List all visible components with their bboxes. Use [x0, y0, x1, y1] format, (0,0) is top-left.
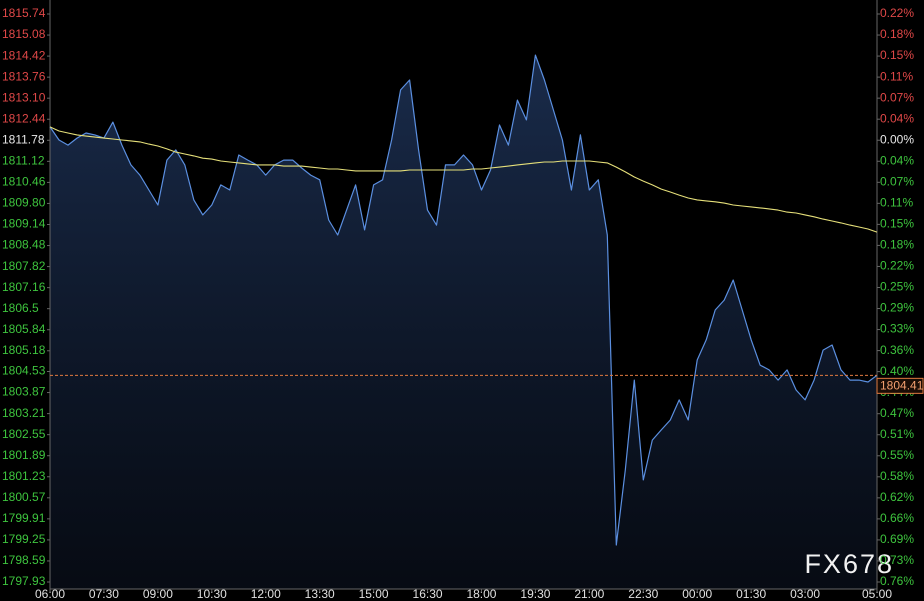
- price-area: [50, 55, 877, 590]
- x-tick-label: 19:30: [520, 587, 550, 601]
- y2-tick-label: 0.51%: [880, 427, 914, 441]
- y2-tick-label: 0.15%: [880, 48, 914, 62]
- y2-tick-label: 0.47%: [880, 406, 914, 420]
- y-tick-label: 1808.48: [2, 238, 46, 252]
- y-tick-label: 1804.53: [2, 364, 46, 378]
- y2-tick-label: 0.62%: [880, 490, 914, 504]
- last-price-box: [876, 377, 924, 394]
- y2-tick-label: 0.58%: [880, 469, 914, 483]
- x-tick-label: 22:30: [628, 587, 658, 601]
- y2-tick-label: 0.11%: [880, 69, 913, 83]
- y2-tick-label: 0.18%: [880, 27, 914, 41]
- y-tick-label: 1810.46: [2, 175, 46, 189]
- y2-tick-label: 0.00%: [880, 132, 914, 146]
- x-tick-label: 01:30: [736, 587, 766, 601]
- y-tick-label: 1809.14: [2, 217, 46, 231]
- y2-tick-label: 0.07%: [880, 174, 914, 188]
- y2-tick-label: 0.18%: [880, 238, 914, 252]
- y-tick-label: 1809.80: [2, 196, 46, 210]
- y-tick-label: 1802.55: [2, 427, 46, 441]
- y2-tick-label: 0.07%: [880, 90, 914, 104]
- y-tick-label: 1815.08: [2, 27, 46, 41]
- y2-tick-label: 0.36%: [880, 343, 914, 357]
- y-tick-label: 1798.59: [2, 553, 46, 567]
- y2-tick-label: 0.04%: [880, 153, 914, 167]
- y2-tick-label: 0.73%: [880, 553, 914, 567]
- last-price-label: 1804.41: [880, 379, 924, 393]
- y-tick-label: 1800.57: [2, 490, 46, 504]
- y2-tick-label: 0.33%: [880, 322, 914, 336]
- y-tick-label: 1801.89: [2, 448, 46, 462]
- y-tick-label: 1799.25: [2, 532, 46, 546]
- y-tick-label: 1811.78: [2, 132, 45, 146]
- price-line: [49, 54, 878, 546]
- y2-tick-label: 0.29%: [880, 301, 914, 315]
- y2-tick-label: 0.22%: [880, 6, 914, 20]
- x-tick-label: 06:00: [35, 587, 65, 601]
- x-tick-label: 12:00: [251, 587, 281, 601]
- x-tick-label: 21:00: [574, 587, 604, 601]
- y-tick-label: 1803.21: [2, 406, 46, 420]
- x-tick-label: 13:30: [305, 587, 335, 601]
- x-tick-label: 10:30: [197, 587, 227, 601]
- y-tick-label: 1812.44: [2, 111, 46, 125]
- y-tick-label: 1813.76: [2, 69, 46, 83]
- y2-tick-label: 0.04%: [880, 111, 914, 125]
- y-tick-label: 1807.16: [2, 280, 46, 294]
- x-tick-label: 00:00: [682, 587, 712, 601]
- average-line: [49, 126, 878, 233]
- y-tick-label: 1801.23: [2, 469, 46, 483]
- x-tick-label: 18:00: [466, 587, 496, 601]
- x-tick-label: 03:00: [790, 587, 820, 601]
- y-tick-label: 1805.18: [2, 343, 46, 357]
- y2-tick-label: 0.11%: [880, 196, 913, 210]
- x-tick-label: 15:00: [359, 587, 389, 601]
- x-tick-label: 05:00: [862, 587, 892, 601]
- y2-tick-label: 0.40%: [880, 364, 914, 378]
- y2-tick-label: 0.25%: [880, 280, 914, 294]
- x-tick-label: 09:00: [143, 587, 173, 601]
- y-tick-label: 1799.91: [2, 511, 46, 525]
- watermark: FX678: [804, 549, 894, 579]
- y2-tick-label: 0.55%: [880, 448, 914, 462]
- y-tick-label: 1814.42: [2, 48, 46, 62]
- y-tick-label: 1805.84: [2, 322, 46, 336]
- y-tick-label: 1797.93: [2, 574, 46, 588]
- y2-tick-label: 0.69%: [880, 532, 914, 546]
- y-tick-label: 1811.12: [2, 154, 45, 168]
- y2-tick-label: 0.15%: [880, 217, 914, 231]
- y-tick-label: 1806.5: [2, 301, 39, 315]
- y-tick-label: 1803.87: [2, 385, 46, 399]
- y-tick-label: 1813.10: [2, 90, 46, 104]
- x-tick-label: 07:30: [89, 587, 119, 601]
- y-tick-label: 1807.82: [2, 259, 46, 273]
- y2-tick-label: 0.76%: [880, 574, 914, 588]
- y-tick-label: 1815.74: [2, 6, 46, 20]
- y2-tick-label: 0.66%: [880, 511, 914, 525]
- x-tick-label: 16:30: [413, 587, 443, 601]
- y2-tick-label: 0.22%: [880, 259, 914, 273]
